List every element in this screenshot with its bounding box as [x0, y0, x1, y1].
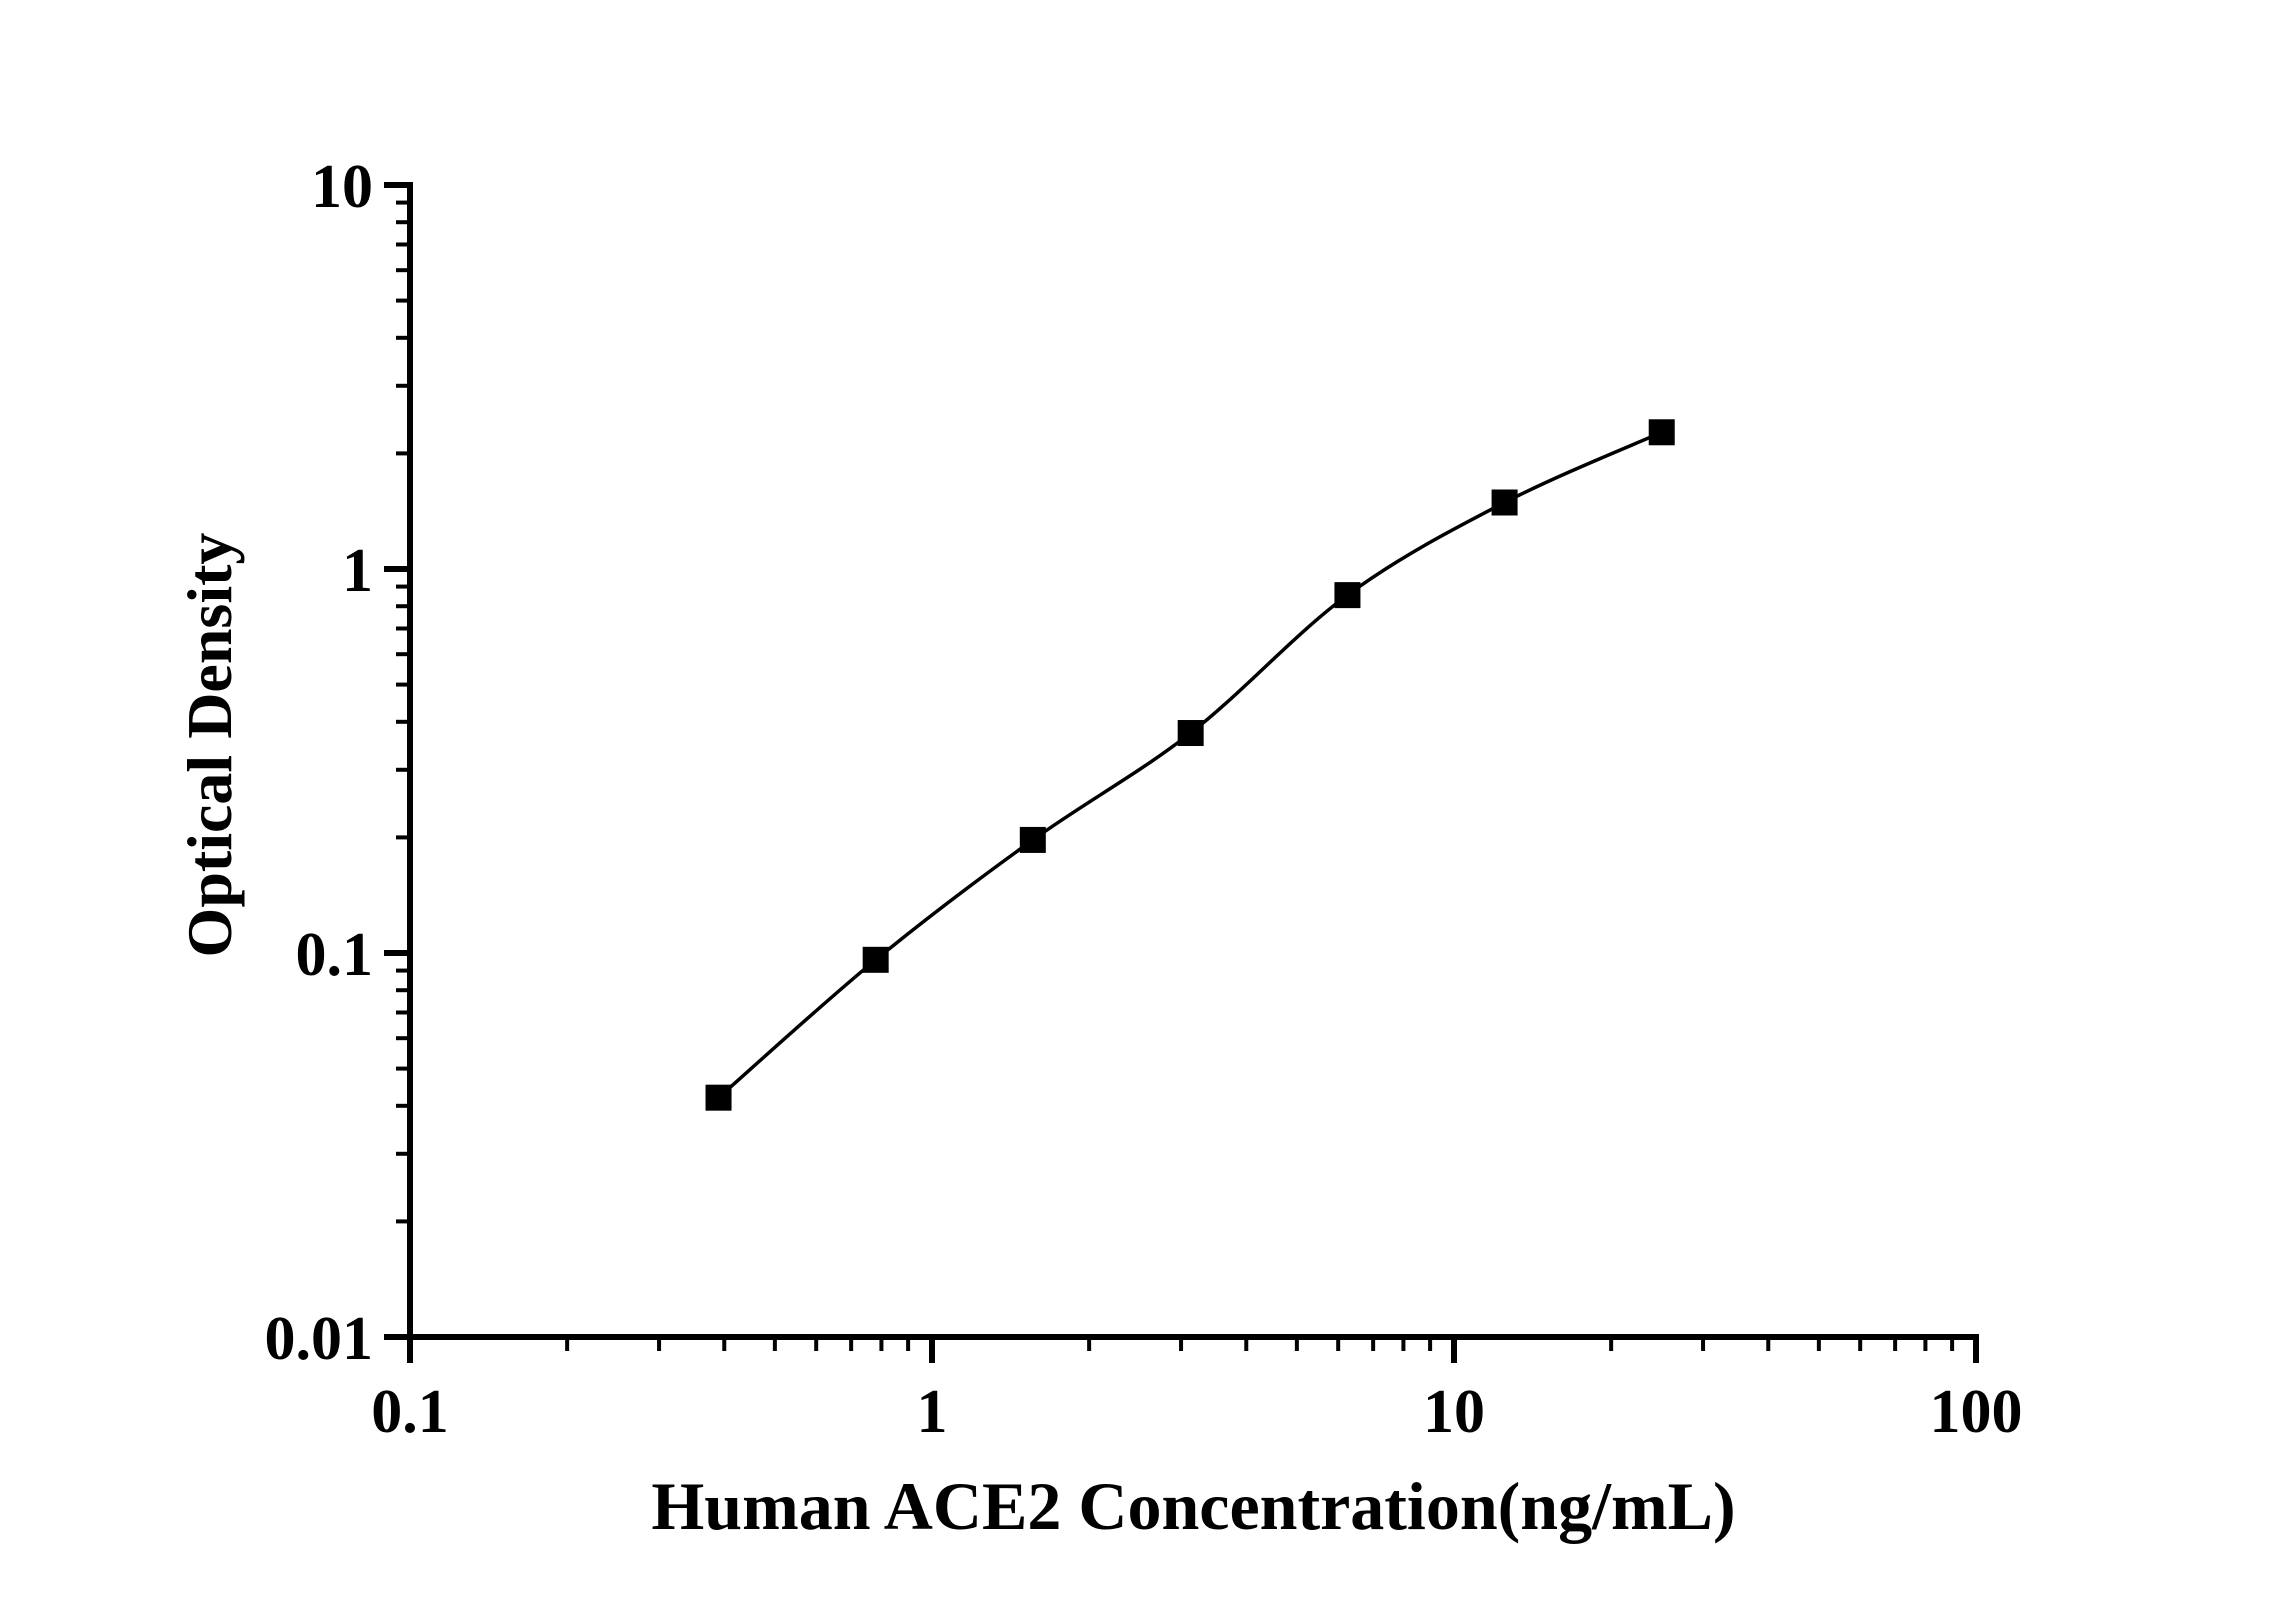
x-tick-label: 1: [917, 1378, 948, 1446]
x-tick-label: 10: [1423, 1378, 1485, 1446]
y-axis-ticks: 0.01 0.1 1 10: [265, 153, 410, 1373]
x-axis-ticks: 0.1 1 10 100: [371, 1337, 2023, 1446]
data-point-marker: [1177, 720, 1204, 747]
axes: [407, 182, 1979, 1340]
x-axis-title: Human ACE2 Concentration(ng/mL): [651, 1468, 1736, 1544]
y-tick-label: 10: [311, 153, 373, 221]
y-axis-title: Optical Density: [174, 532, 245, 958]
standard-curve-line: [717, 430, 1663, 1099]
x-tick-label: 0.1: [371, 1378, 449, 1446]
data-point-marker: [1491, 489, 1518, 516]
y-tick-label: 0.1: [296, 921, 374, 989]
y-tick-label: 1: [342, 537, 373, 605]
data-point-marker: [1019, 826, 1046, 853]
y-tick-label: 0.01: [265, 1305, 374, 1373]
data-point-marker: [1648, 419, 1675, 446]
data-point-marker: [705, 1084, 732, 1111]
data-point-marker: [1334, 582, 1361, 609]
x-tick-label: 100: [1930, 1378, 2023, 1446]
data-point-marker: [862, 946, 889, 973]
data-points: [705, 419, 1675, 1111]
